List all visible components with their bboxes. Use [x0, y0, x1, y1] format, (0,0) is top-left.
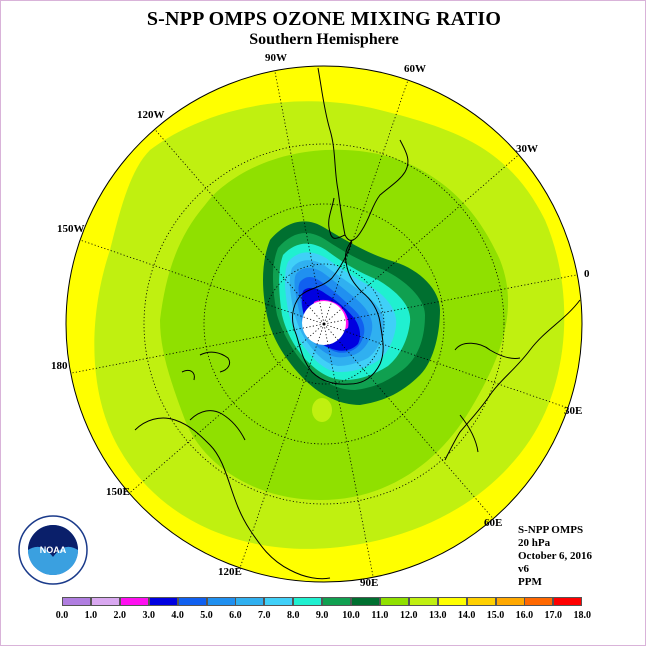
meridian-line: [129, 323, 325, 494]
map-title: S-NPP OMPS OZONE MIXING RATIO: [146, 8, 502, 30]
info-date: October 6, 2016: [518, 550, 593, 562]
colorbar-swatch: [148, 597, 178, 606]
meridian-lines: [70, 70, 578, 578]
meridian-line: [323, 274, 578, 325]
colorbar-tick-label: 5.0: [200, 610, 213, 621]
colorbar-swatch: [553, 597, 583, 606]
colorbar-swatch: [495, 597, 525, 606]
colorbar-swatch: [264, 597, 294, 606]
noaa-logo: NOAA: [18, 515, 88, 585]
colorbar-tick-label: 0.0: [55, 610, 69, 621]
colorbar-swatch: [322, 597, 352, 606]
info-units: PPM: [518, 576, 542, 588]
meridian-line: [323, 154, 519, 325]
latitude-circles: [143, 143, 505, 505]
info-instrument: S-NPP OMPS: [518, 524, 584, 536]
colorbar-tick-label: 9.0: [315, 610, 329, 621]
meridian-line: [323, 323, 374, 578]
meridian-line: [154, 129, 325, 325]
meridian-line: [239, 323, 325, 569]
colorbar-swatch: [62, 597, 91, 606]
colorbar-swatch: [206, 597, 236, 606]
meridian-line: [70, 323, 325, 374]
lon-label-0: 0: [584, 268, 590, 280]
ozone-island: [312, 398, 332, 422]
colorbar-tick-label: 1.0: [84, 610, 98, 621]
lon-label-120w: 120W: [137, 109, 165, 121]
meridian-line: [274, 70, 325, 325]
colorbar-swatch: [293, 597, 323, 606]
map-subtitle: Southern Hemisphere: [249, 31, 399, 48]
colorbar-swatch: [351, 597, 380, 606]
colorbar-swatch: [119, 597, 149, 606]
meridian-line: [79, 239, 325, 325]
info-block: S-NPP OMPS 20 hPa October 6, 2016 v6 PPM: [518, 524, 592, 589]
colorbar-swatch: [437, 597, 467, 606]
colorbar-swatch: [90, 597, 120, 606]
colorbar-swatch: [408, 597, 438, 606]
colorbar-tick-label: 13.0: [428, 610, 447, 621]
colorbar-tick-label: 14.0: [457, 610, 476, 621]
colorbar-tick-label: 17.0: [544, 610, 563, 621]
colorbar-tick-label: 2.0: [113, 610, 127, 621]
lon-label-60w: 60W: [404, 63, 426, 75]
lon-label-90w: 90W: [265, 52, 287, 64]
colorbar-tick-label: 15.0: [486, 610, 505, 621]
lon-label-150e: 150E: [106, 486, 130, 498]
colorbar-tick-label: 11.0: [371, 610, 389, 621]
colorbar-swatch: [235, 597, 265, 606]
lon-label-90e: 90E: [360, 577, 379, 589]
meridian-line: [323, 323, 569, 409]
lon-label-120e: 120E: [218, 566, 242, 578]
colorbar-tick-label: 6.0: [229, 610, 242, 621]
colorbar-tick-label: 10.0: [342, 610, 360, 621]
meridian-line: [323, 79, 409, 325]
lon-label-60e: 60E: [484, 517, 503, 529]
colorbar-tick-label: 18.0: [573, 610, 591, 621]
colorbar-swatch: [524, 597, 554, 606]
colorbar-swatch: [177, 597, 207, 606]
colorbar-tick-label: 12.0: [400, 610, 418, 621]
south-pole-dot: [322, 322, 326, 326]
colorbar-tick-label: 16.0: [515, 610, 534, 621]
colorbar-swatch: [379, 597, 409, 606]
map-border: [65, 65, 583, 583]
colorbar-swatch: [466, 597, 496, 606]
meridian-line: [323, 323, 494, 519]
colorbar-tick-label: 8.0: [286, 610, 300, 621]
colorbar-tick-label: 4.0: [171, 610, 184, 621]
info-version: v6: [518, 563, 529, 575]
info-level: 20 hPa: [518, 537, 551, 549]
colorbar-tick-label: 7.0: [258, 610, 271, 621]
lon-label-180: 180: [51, 360, 68, 372]
noaa-logo-text: NOAA: [40, 545, 67, 555]
lon-label-30e: 30E: [564, 405, 583, 417]
lon-label-150w: 150W: [57, 223, 85, 235]
colorbar-tick-label: 3.0: [142, 610, 155, 621]
lon-label-30w: 30W: [516, 143, 538, 155]
